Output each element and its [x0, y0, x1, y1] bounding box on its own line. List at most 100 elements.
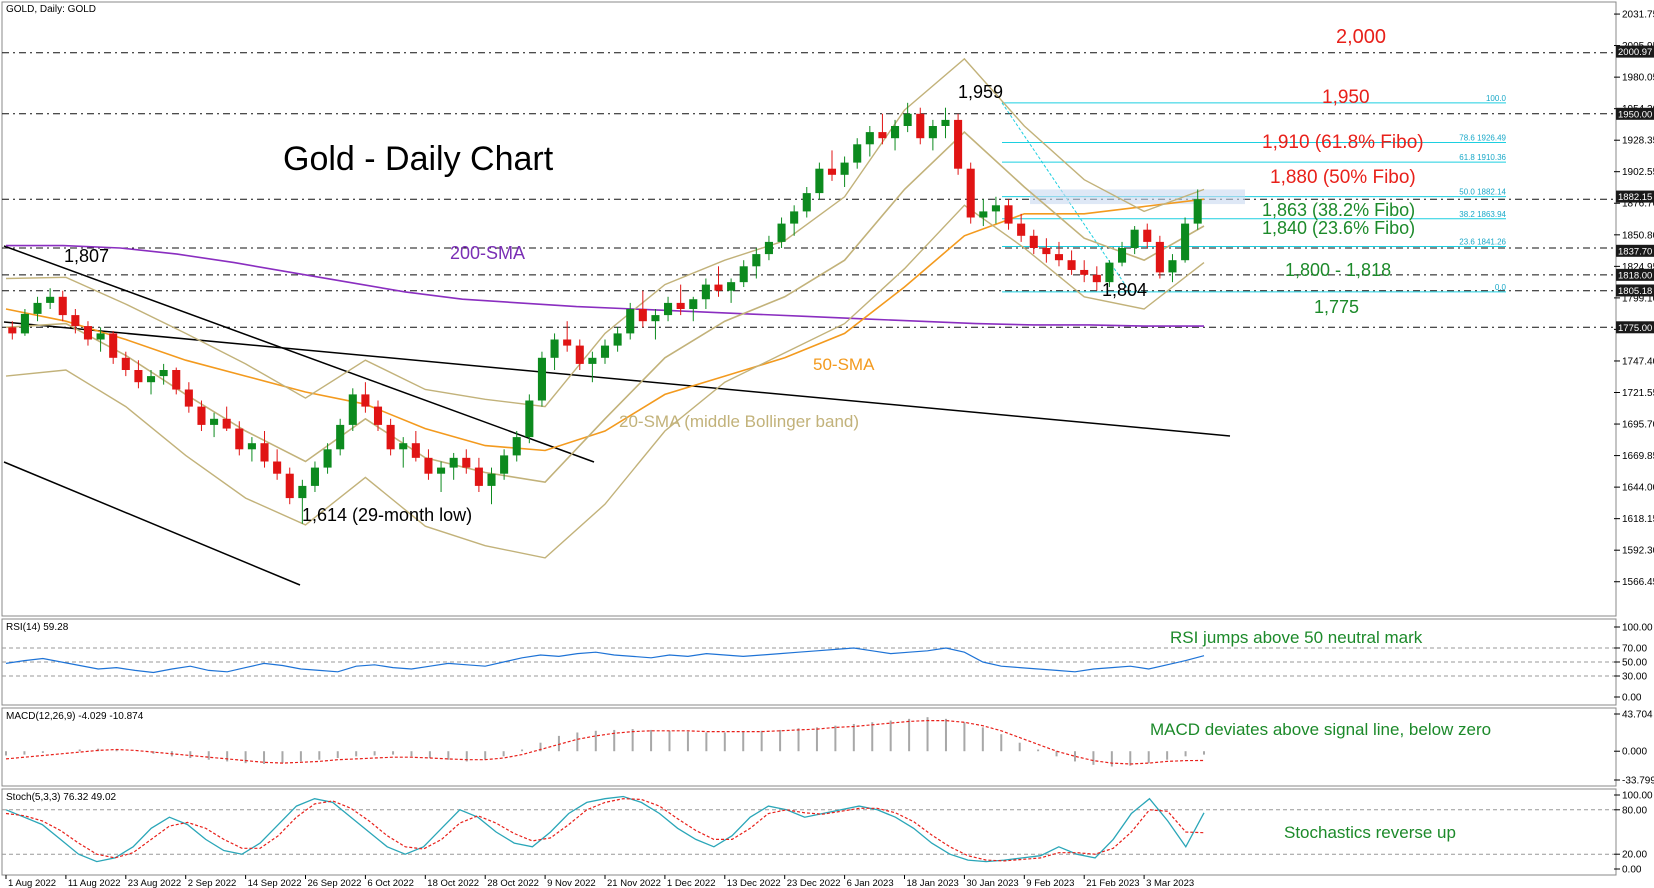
- bearish-candle: [954, 119, 963, 169]
- bearish-candle: [1042, 248, 1051, 255]
- bullish-candle: [790, 211, 799, 224]
- bullish-candle: [701, 284, 710, 300]
- x-tick-label: 1 Aug 2022: [8, 878, 56, 888]
- bullish-candle: [865, 132, 874, 145]
- bearish-candle: [966, 168, 975, 218]
- bullish-candle: [20, 313, 29, 334]
- price-axis: 2031.752005.951980.051954.201928.351902.…: [1614, 10, 1654, 588]
- bullish-candle: [903, 113, 912, 126]
- fibo-trendline: [1001, 102, 1131, 293]
- x-tick-label: 26 Sep 2022: [308, 878, 362, 888]
- x-tick-label: 11 Aug 2022: [68, 878, 121, 888]
- bearish-candle: [474, 467, 483, 486]
- bullish-candle: [449, 457, 458, 468]
- bearish-candle: [1067, 260, 1076, 270]
- fibo-label: 23.6 1841.26: [1459, 237, 1506, 246]
- price-tags: 2000.97 1950.00 1882.15 1837.70 1818.00 1805.…: [1616, 45, 1654, 334]
- bullish-candle: [626, 309, 635, 334]
- x-tick-label: 14 Sep 2022: [248, 878, 302, 888]
- bullish-candle: [159, 370, 168, 377]
- bullish-candle: [1105, 262, 1114, 283]
- bearish-candle: [1080, 269, 1089, 275]
- bearish-candle: [1143, 229, 1152, 242]
- rsi-indicator: RSI(14) 59.28 100.00 70.00 50.00 30.00 0.00 RS…: [2, 622, 1653, 704]
- bullish-candle: [1117, 248, 1127, 263]
- y-tick-label: 1695.70: [1622, 420, 1654, 431]
- y-tick-label: 1618.15: [1622, 514, 1654, 525]
- stochastic-indicator: Stoch(5,3,3) 76.32 49.02 100.00 80.00 20.00…: [2, 791, 1653, 876]
- stoch-d-line: [5, 798, 1205, 862]
- bearish-candle: [424, 457, 433, 474]
- rsi-annotation: RSI jumps above 50 neutral mark: [1170, 628, 1423, 647]
- fibonacci-levels: 100.0 78.6 1926.49 61.8 1910.36 50.0 1882.1…: [1001, 94, 1507, 293]
- bearish-candle: [575, 345, 584, 364]
- y-tick-label: 1876.70: [1622, 199, 1654, 210]
- bullish-candle: [298, 485, 307, 499]
- bullish-candle: [979, 211, 988, 218]
- annotation-label: 1,950: [1322, 87, 1370, 108]
- bullish-candle: [500, 455, 509, 474]
- y-tick-label: 1902.55: [1622, 167, 1654, 178]
- bullish-candle: [664, 302, 673, 316]
- bullish-candle: [815, 168, 824, 194]
- stoch-annotation: Stochastics reverse up: [1284, 823, 1456, 842]
- annotation-label: 1,863 (38.2% Fibo): [1262, 200, 1415, 220]
- indicator-title: MACD(12,26,9) -4.029 -10.874: [6, 711, 144, 722]
- bearish-candle: [83, 326, 93, 340]
- bullish-candle: [689, 299, 698, 309]
- bullish-candle: [752, 254, 761, 267]
- annotation-label: 1,775: [1314, 297, 1359, 317]
- macd-panel-frame: [1, 707, 1617, 787]
- bullish-candle: [537, 357, 546, 401]
- bullish-candle: [348, 394, 357, 425]
- bullish-candle: [310, 467, 319, 486]
- annotation-label: 50-SMA: [813, 355, 875, 374]
- bearish-candle: [235, 428, 244, 450]
- y-tick-label: 1747.40: [1622, 356, 1654, 367]
- bullish-candle: [33, 302, 42, 314]
- x-tick-label: 18 Jan 2023: [907, 878, 959, 888]
- bearish-candle: [184, 389, 193, 407]
- ma-line: [5, 131, 1205, 484]
- indicator-y-tick-label: 43.704: [1622, 710, 1653, 721]
- y-tick-label: 1566.45: [1622, 577, 1654, 588]
- indicator-title: RSI(14) 59.28: [6, 622, 69, 633]
- annotation-label: 1,804: [1102, 280, 1147, 300]
- bullish-candle: [1193, 199, 1202, 224]
- x-tick-label: 9 Feb 2023: [1026, 878, 1074, 888]
- bearish-candle: [462, 457, 471, 468]
- bearish-candle: [361, 394, 370, 407]
- annotation-label: 1,959: [958, 82, 1003, 102]
- bullish-candle: [550, 339, 559, 358]
- trend-line: [3, 245, 595, 463]
- bearish-candle: [109, 333, 118, 358]
- price-tag: [1616, 284, 1654, 297]
- bullish-candle: [1130, 229, 1139, 248]
- bearish-candle: [273, 461, 282, 474]
- bearish-candle: [411, 443, 420, 458]
- indicator-y-tick-label: 0.00: [1622, 693, 1642, 704]
- annotation-label: 1,807: [64, 246, 109, 266]
- annotation-label: 200-SMA: [450, 243, 525, 263]
- price-tag-label: 1950.00: [1618, 109, 1652, 120]
- bullish-candle: [323, 449, 332, 468]
- resistance-zone: [1030, 189, 1245, 205]
- bullish-candle: [1168, 260, 1177, 273]
- macd-annotation: MACD deviates above signal line, below z…: [1150, 720, 1491, 739]
- macd-signal-line: [5, 720, 1205, 765]
- ma-line: [6, 244, 1204, 327]
- bullish-candle: [928, 126, 937, 139]
- annotation-label: 1,840 (23.6% Fibo): [1262, 218, 1415, 238]
- bullish-candle: [46, 296, 55, 303]
- x-tick-label: 9 Nov 2022: [547, 878, 596, 888]
- bearish-candle: [134, 370, 143, 383]
- y-tick-label: 1850.80: [1622, 230, 1654, 241]
- bearish-candle: [1092, 274, 1101, 283]
- bollinger-lower: [5, 204, 1205, 559]
- bearish-candle: [1029, 235, 1038, 248]
- fibo-label: 78.6 1926.49: [1459, 133, 1506, 142]
- bearish-candle: [878, 132, 887, 139]
- indicator-y-tick-label: 70.00: [1622, 644, 1647, 655]
